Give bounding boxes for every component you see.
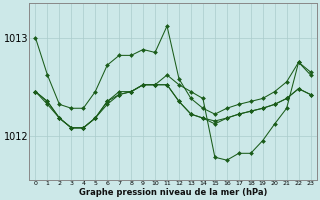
X-axis label: Graphe pression niveau de la mer (hPa): Graphe pression niveau de la mer (hPa) <box>79 188 267 197</box>
